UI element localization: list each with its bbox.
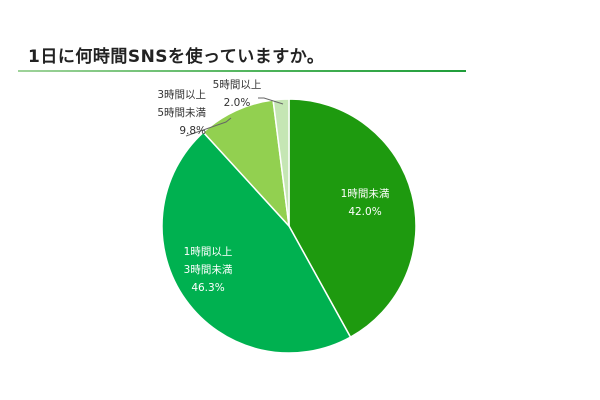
slice-under-1h-name: 1時間未満 bbox=[341, 188, 390, 200]
slice-over-5h-leader-line bbox=[258, 97, 284, 105]
slice-1h-to-3h-name: 3時間未満 bbox=[184, 264, 233, 276]
leader-lines bbox=[185, 97, 284, 137]
pie-slices bbox=[161, 98, 417, 354]
slice-3h-to-5h-name: 5時間未満 bbox=[157, 107, 206, 119]
slice-labels: 1時間未満 42.0% 1時間以上 3時間未満 46.3% 3時間以上 5時間未満 9.8% 5… bbox=[157, 79, 390, 294]
slice-over-5h-value: 2.0% bbox=[224, 97, 251, 109]
slice-3h-to-5h-value: 9.8% bbox=[179, 125, 206, 137]
slice-1h-to-3h bbox=[161, 131, 352, 354]
slice-over-5h-name: 5時間以上 bbox=[213, 79, 262, 91]
slice-3h-to-5h-label: 3時間以上 5時間未満 9.8% bbox=[157, 89, 206, 137]
slice-under-1h-value: 42.0% bbox=[348, 206, 381, 218]
slice-over-5h bbox=[272, 98, 290, 227]
slice-under-1h-label: 1時間未満 42.0% bbox=[341, 188, 390, 218]
page-title: 1日に何時間SNSを使っていますか。 bbox=[28, 47, 325, 67]
slice-over-5h-label: 5時間以上 2.0% bbox=[213, 79, 262, 109]
slice-1h-to-3h-value: 46.3% bbox=[191, 282, 224, 294]
title-divider bbox=[18, 70, 466, 72]
slice-1h-to-3h-name: 1時間以上 bbox=[184, 246, 233, 258]
slice-under-1h bbox=[288, 98, 417, 339]
slice-1h-to-3h-label: 1時間以上 3時間未満 46.3% bbox=[184, 246, 233, 294]
slice-3h-to-5h-name: 3時間以上 bbox=[157, 89, 206, 101]
slice-3h-to-5h-leader-line bbox=[185, 117, 232, 137]
